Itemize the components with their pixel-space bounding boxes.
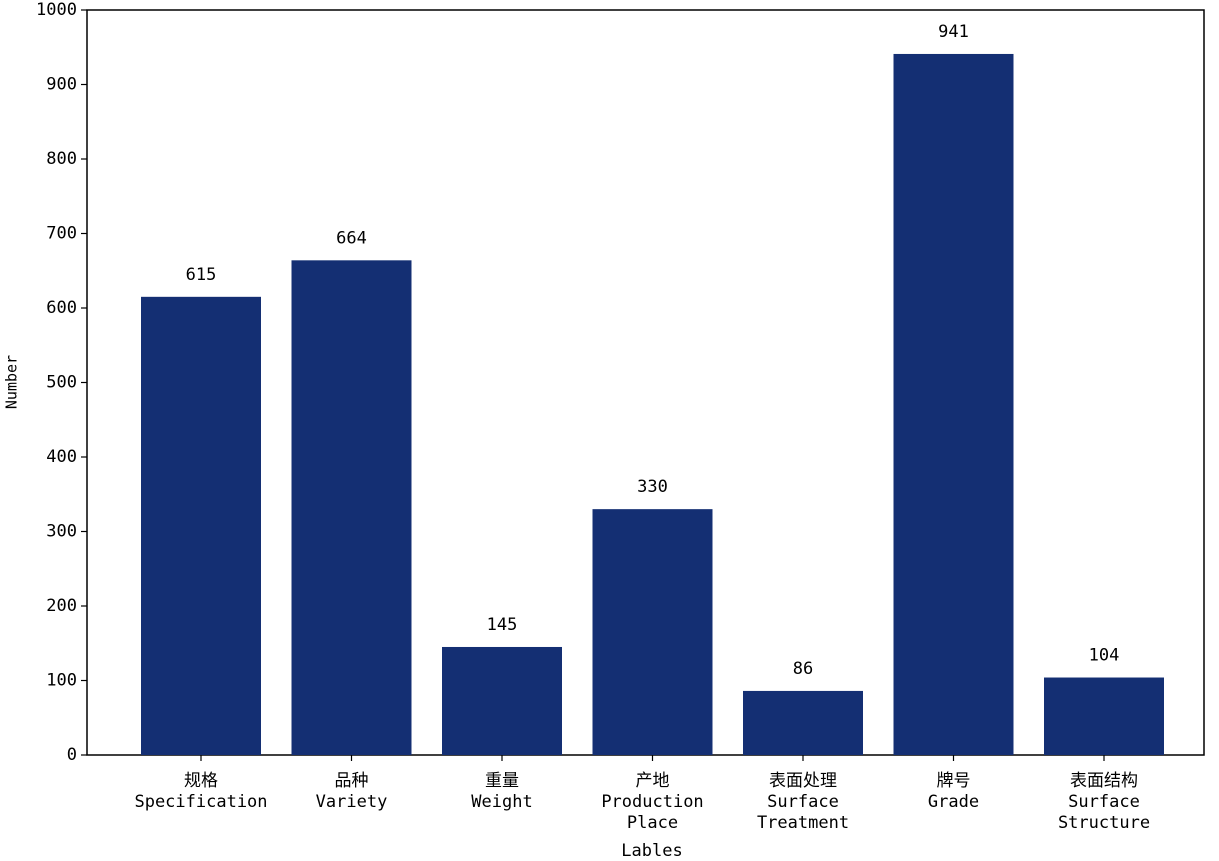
x-tick-label: 表面结构 Surface Structure <box>1058 771 1150 833</box>
y-tick-label: 200 <box>46 596 77 616</box>
bar <box>592 509 713 755</box>
x-axis-label: Lables <box>621 841 682 861</box>
y-tick-label: 0 <box>67 745 77 765</box>
x-tick-label: 品种 Variety <box>316 771 388 812</box>
value-label: 615 <box>186 265 217 285</box>
bar <box>1044 677 1164 755</box>
value-label: 104 <box>1089 646 1120 666</box>
y-tick-label: 800 <box>46 149 77 169</box>
bar <box>743 690 863 755</box>
value-label: 86 <box>793 659 813 679</box>
y-tick-label: 900 <box>46 75 77 95</box>
bar <box>442 646 562 755</box>
value-label: 330 <box>637 477 668 497</box>
x-tick-label: 表面处理 Surface Treatment <box>757 771 849 833</box>
y-tick-label: 1000 <box>36 0 77 20</box>
x-tick-label: 产地 Production Place <box>601 771 703 833</box>
y-tick-label: 400 <box>46 447 77 467</box>
bar <box>291 260 412 755</box>
x-tick-label: 规格 Specification <box>134 771 267 812</box>
bar <box>893 53 1014 755</box>
y-tick-label: 100 <box>46 671 77 691</box>
value-label: 941 <box>938 22 969 42</box>
value-label: 664 <box>336 228 367 248</box>
y-tick-label: 300 <box>46 522 77 542</box>
y-tick-label: 600 <box>46 298 77 318</box>
bar <box>141 296 261 755</box>
x-tick-label: 重量 Weight <box>471 771 532 812</box>
y-axis-label: Number <box>3 355 21 409</box>
value-label: 145 <box>487 615 518 635</box>
y-tick-label: 700 <box>46 224 77 244</box>
x-tick-label: 牌号 Grade <box>928 771 979 812</box>
y-tick-label: 500 <box>46 373 77 393</box>
